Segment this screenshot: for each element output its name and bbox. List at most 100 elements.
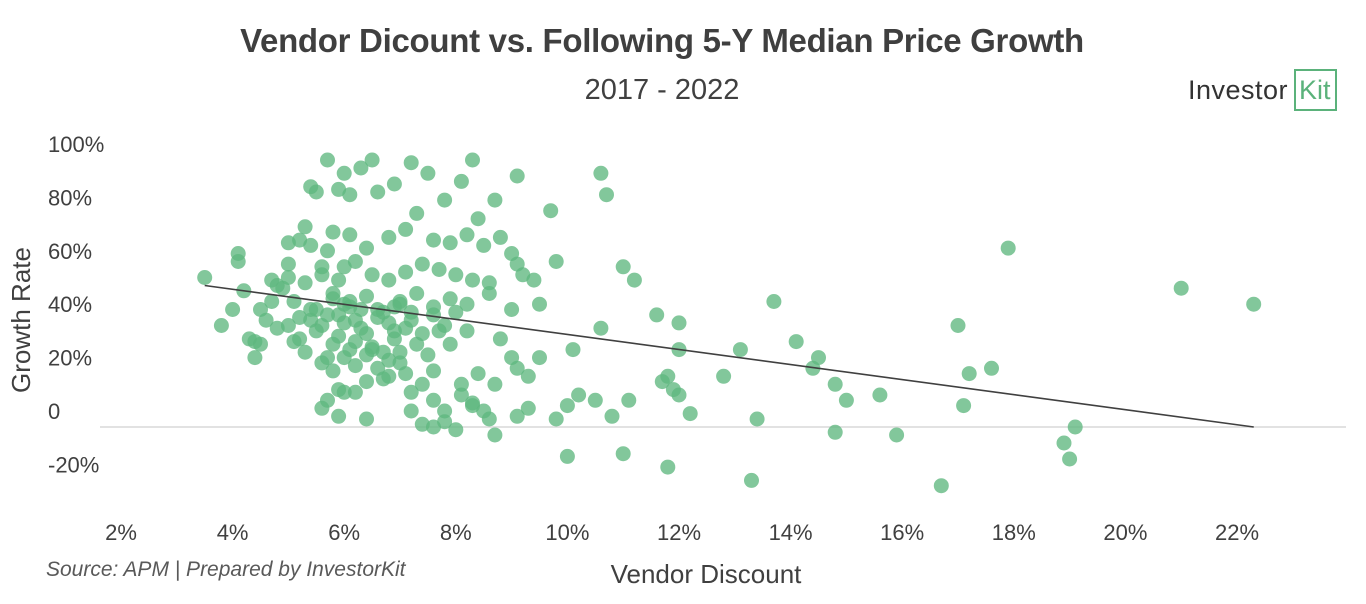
source-note: Source: APM | Prepared by InvestorKit [46, 558, 406, 581]
data-point [297, 344, 313, 360]
data-point [548, 254, 564, 269]
data-point [359, 374, 374, 390]
data-point [308, 184, 324, 200]
data-point [414, 376, 430, 392]
data-point [465, 272, 480, 288]
data-point [347, 384, 363, 400]
data-point [336, 315, 352, 331]
data-point [331, 181, 347, 197]
data-point [381, 352, 397, 368]
data-point [487, 192, 503, 208]
data-point [347, 334, 363, 350]
data-point [950, 318, 966, 333]
data-point [621, 392, 637, 408]
x-tick-label: 16% [880, 520, 924, 545]
data-point [303, 237, 319, 253]
data-point [409, 286, 425, 301]
data-point [470, 211, 486, 227]
data-point [1246, 296, 1262, 312]
data-point [615, 446, 631, 462]
data-point [437, 192, 453, 208]
data-point [515, 267, 531, 283]
data-point [1062, 451, 1078, 467]
x-tick-label: 22% [1215, 520, 1259, 545]
x-tick-label: 10% [545, 520, 589, 545]
data-point [420, 347, 436, 363]
data-point [593, 320, 609, 336]
x-tick-label: 14% [769, 520, 813, 545]
data-point [398, 221, 414, 237]
data-point [431, 323, 447, 339]
data-point [314, 355, 330, 371]
data-point [811, 350, 826, 366]
data-point [520, 400, 536, 416]
data-point [331, 272, 347, 288]
data-point [470, 366, 486, 382]
data-point [626, 272, 642, 288]
data-point [347, 254, 363, 269]
chart-subtitle: 2017 - 2022 [584, 74, 740, 106]
data-point [487, 427, 503, 443]
data-point [353, 302, 369, 317]
data-point [492, 331, 508, 347]
data-point [320, 152, 335, 168]
data-point [280, 256, 296, 272]
data-point [442, 291, 458, 307]
data-point [487, 376, 503, 392]
data-point [559, 398, 575, 414]
data-point [336, 384, 352, 400]
data-point [984, 360, 999, 376]
data-point [359, 240, 374, 256]
data-point [431, 262, 447, 277]
data-point [414, 256, 430, 272]
data-point [314, 400, 330, 416]
data-point [342, 227, 358, 243]
data-point [732, 342, 748, 358]
data-point [403, 304, 419, 320]
data-point [269, 320, 285, 336]
data-point [838, 392, 854, 408]
data-point [481, 286, 497, 301]
data-point [403, 384, 419, 400]
data-point [548, 411, 564, 427]
data-point [543, 203, 559, 219]
data-point [1173, 280, 1189, 296]
data-point [336, 350, 352, 366]
data-point [325, 224, 341, 240]
data-point [744, 472, 759, 488]
data-point [359, 411, 374, 427]
logo-box: Kit [1294, 69, 1337, 111]
data-point [649, 307, 665, 323]
data-point [571, 387, 587, 403]
data-point [426, 307, 441, 323]
data-point [448, 304, 464, 320]
data-point [426, 392, 441, 408]
x-tick-label: 20% [1103, 520, 1147, 545]
y-tick-label: -20% [48, 452, 99, 477]
data-point [359, 288, 374, 304]
data-point [225, 302, 241, 317]
data-point [392, 344, 408, 360]
data-point [353, 320, 369, 336]
data-point [297, 219, 313, 235]
data-point [381, 229, 397, 245]
data-point [426, 363, 441, 379]
data-point [347, 358, 363, 374]
data-point [314, 259, 330, 275]
data-point [364, 267, 380, 283]
data-point [303, 312, 319, 328]
data-point [426, 232, 441, 248]
data-point [509, 168, 525, 184]
data-point [671, 387, 687, 403]
data-point [297, 275, 313, 291]
x-tick-label: 2% [105, 520, 137, 545]
data-point [448, 267, 464, 283]
data-point [398, 264, 414, 280]
data-point [292, 232, 308, 248]
x-tick-label: 6% [328, 520, 360, 545]
data-point [381, 272, 397, 288]
data-point [253, 336, 268, 352]
data-point [465, 398, 480, 414]
data-point [336, 259, 352, 275]
